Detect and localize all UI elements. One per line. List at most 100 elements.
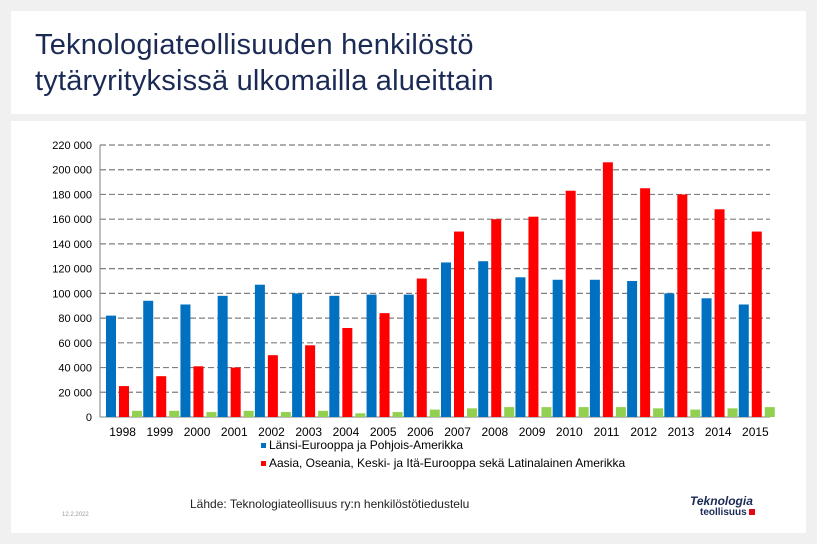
bar-series3-2007 bbox=[467, 408, 477, 417]
x-tick-label: 2001 bbox=[221, 425, 248, 439]
x-tick-label: 2011 bbox=[594, 425, 620, 439]
legend-label-series2: Aasia, Oseania, Keski- ja Itä-Eurooppa s… bbox=[269, 456, 626, 470]
title-panel: Teknologiateollisuuden henkilöstö tytäry… bbox=[11, 11, 806, 114]
logo-line-1: Teknologia bbox=[690, 494, 753, 508]
bar-series3-2000 bbox=[206, 412, 217, 417]
y-tick-label: 200 000 bbox=[52, 165, 92, 177]
bar-series2-2015 bbox=[751, 231, 762, 417]
logo-line-2-text: teollisuus bbox=[700, 507, 747, 518]
bar-series3-2006 bbox=[429, 409, 440, 417]
bar-series2-2014 bbox=[714, 209, 725, 417]
bar-series3-1998 bbox=[132, 410, 142, 417]
title-line-1: Teknologiateollisuuden henkilöstö bbox=[35, 29, 474, 61]
bar-series3-2008 bbox=[504, 407, 515, 417]
x-tick-label: 2014 bbox=[705, 425, 732, 439]
x-tick-label: 2000 bbox=[184, 425, 211, 439]
bar-series2-1999 bbox=[156, 376, 167, 417]
bar-series2-2000 bbox=[193, 366, 204, 417]
x-tick-label: 2003 bbox=[295, 425, 322, 439]
x-tick-label: 2006 bbox=[407, 425, 434, 439]
bar-series3-1999 bbox=[169, 410, 180, 417]
bar-series1-2004 bbox=[329, 295, 340, 417]
x-tick-label: 2012 bbox=[630, 425, 657, 439]
x-tick-label: 1999 bbox=[146, 425, 173, 439]
bar-series1-2012 bbox=[627, 281, 638, 417]
legend-swatch-series1 bbox=[261, 443, 266, 448]
bar-series2-2002 bbox=[267, 355, 278, 417]
bar-series1-1999 bbox=[143, 300, 154, 417]
bar-series1-2010 bbox=[552, 279, 563, 417]
bar-series1-2013 bbox=[664, 293, 675, 417]
source-note: Lähde: Teknologiateollisuus ry:n henkilö… bbox=[190, 497, 470, 511]
bar-series3-2002 bbox=[280, 412, 291, 417]
bar-series2-1998 bbox=[119, 386, 129, 417]
x-tick-label: 1998 bbox=[109, 425, 136, 439]
x-tick-label: 2007 bbox=[444, 425, 471, 439]
x-tick-label: 2015 bbox=[742, 425, 769, 439]
bar-series1-2002 bbox=[254, 284, 265, 417]
bar-series1-2003 bbox=[292, 293, 303, 417]
y-tick-label: 60 000 bbox=[58, 338, 92, 350]
bar-series2-2007 bbox=[454, 231, 464, 417]
bar-series1-2014 bbox=[701, 298, 712, 417]
bar-series3-2015 bbox=[764, 407, 775, 417]
legend-swatch-series2 bbox=[261, 461, 266, 466]
company-logo: Teknologia teollisuus bbox=[690, 495, 782, 519]
y-tick-label: 220 000 bbox=[52, 140, 92, 152]
y-tick-label: 160 000 bbox=[52, 214, 92, 226]
bar-series2-2009 bbox=[528, 216, 539, 417]
x-tick-label: 2004 bbox=[333, 425, 360, 439]
bar-series2-2005 bbox=[379, 313, 390, 417]
bar-series1-2001 bbox=[217, 295, 228, 417]
x-tick-label: 2009 bbox=[519, 425, 546, 439]
x-tick-label: 2005 bbox=[370, 425, 397, 439]
bar-series1-2005 bbox=[366, 294, 377, 417]
title-line-2: tytäryrityksissä ulkomailla alueittain bbox=[35, 65, 494, 97]
logo-dot bbox=[748, 509, 755, 516]
bar-series2-2001 bbox=[230, 367, 241, 417]
x-tick-label: 2008 bbox=[481, 425, 508, 439]
y-tick-label: 40 000 bbox=[58, 363, 92, 375]
bar-series3-2004 bbox=[355, 413, 366, 417]
bar-series2-2013 bbox=[677, 194, 688, 417]
bar-series2-2011 bbox=[602, 162, 613, 417]
y-tick-label: 180 000 bbox=[52, 189, 92, 201]
bar-series3-2013 bbox=[690, 409, 701, 417]
bar-series1-2008 bbox=[478, 261, 489, 417]
bar-series3-2003 bbox=[318, 410, 329, 417]
y-tick-label: 100 000 bbox=[52, 288, 92, 300]
bar-series3-2001 bbox=[243, 410, 254, 417]
bar-series3-2009 bbox=[541, 407, 552, 417]
y-tick-label: 0 bbox=[86, 412, 92, 424]
legend-label-series1: Länsi-Eurooppa ja Pohjois-Amerikka bbox=[269, 438, 463, 452]
bar-series2-2004 bbox=[342, 327, 353, 417]
slide-date: 12.2.2022 bbox=[62, 512, 89, 518]
bar-series1-2006 bbox=[403, 294, 414, 417]
bar-series1-2009 bbox=[515, 277, 526, 417]
x-tick-label: 2010 bbox=[556, 425, 583, 439]
bar-series1-2007 bbox=[441, 262, 451, 417]
bar-series1-2011 bbox=[589, 279, 600, 417]
bar-series2-2006 bbox=[416, 278, 427, 417]
bar-series2-2012 bbox=[640, 188, 651, 417]
logo-line-2: teollisuus bbox=[690, 507, 782, 519]
bar-series2-2003 bbox=[305, 345, 316, 417]
x-tick-label: 2002 bbox=[258, 425, 285, 439]
bar-series3-2010 bbox=[578, 407, 589, 417]
y-tick-label: 140 000 bbox=[52, 239, 92, 251]
bar-series3-2011 bbox=[615, 407, 626, 417]
bar-series1-1998 bbox=[106, 315, 116, 417]
page-title: Teknologiateollisuuden henkilöstö tytäry… bbox=[35, 27, 494, 99]
bar-series1-2015 bbox=[738, 304, 749, 417]
bar-series3-2005 bbox=[392, 412, 403, 417]
bar-series1-2000 bbox=[180, 304, 191, 417]
x-tick-label: 2013 bbox=[668, 425, 695, 439]
bar-series2-2010 bbox=[565, 190, 576, 417]
y-tick-label: 20 000 bbox=[58, 387, 92, 399]
y-tick-label: 80 000 bbox=[58, 313, 92, 325]
bar-series3-2012 bbox=[653, 408, 664, 417]
bar-series3-2014 bbox=[727, 408, 738, 417]
bar-series2-2008 bbox=[491, 219, 502, 417]
y-tick-label: 120 000 bbox=[52, 264, 92, 276]
